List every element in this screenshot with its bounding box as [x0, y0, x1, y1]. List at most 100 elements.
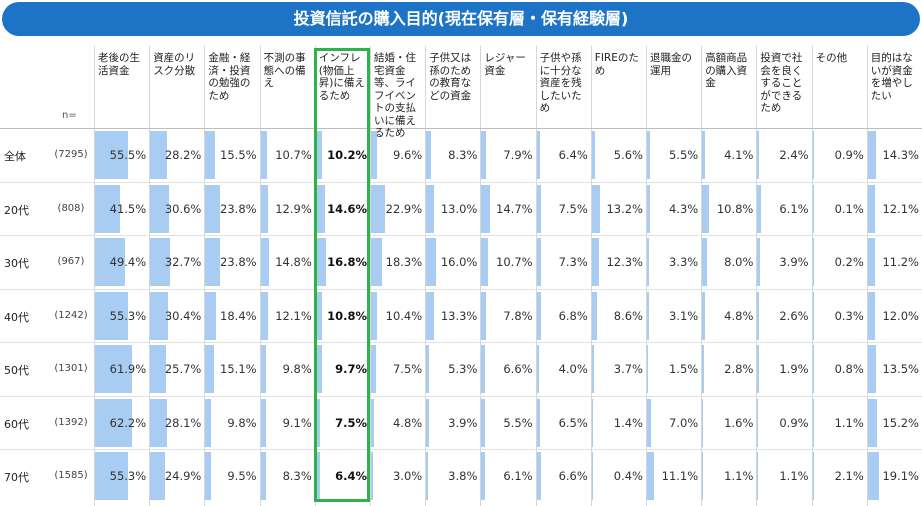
row-label: 70代: [4, 471, 29, 484]
cell-value: 7.3%: [558, 255, 588, 269]
cell-value: 0.4%: [613, 469, 643, 483]
cell-value: 13.0%: [440, 201, 478, 216]
value-bar: [371, 184, 385, 233]
cell-value: 62.2%: [109, 415, 147, 430]
cell-value: 4.0%: [558, 362, 588, 376]
cell-value: 14.7%: [496, 201, 533, 216]
value-bar: [757, 238, 760, 286]
value-bar: [702, 131, 705, 179]
cell-value: 2.4%: [779, 148, 809, 162]
value-bar: [867, 184, 876, 233]
value-bar: [205, 184, 220, 233]
value-bar: [757, 452, 759, 500]
cell-value: 25.7%: [164, 362, 202, 376]
cell-value: 6.4%: [335, 469, 367, 483]
row-sample-size: (1242): [54, 309, 88, 321]
cell-value: 12.1%: [882, 201, 919, 216]
value-bar: [591, 238, 600, 286]
column-divider: [259, 46, 261, 506]
value-bar: [95, 238, 125, 286]
cell-value: 12.9%: [275, 201, 312, 216]
chart-title: 投資信託の購入目的(現在保有層・保有経験層): [293, 9, 629, 28]
column-header: 資産のリスク分散: [153, 52, 196, 77]
cell-value: 4.1%: [724, 148, 754, 162]
column-header: FIREのため: [594, 52, 639, 77]
column-header: 退職金の運用: [650, 52, 692, 77]
value-bar: [812, 452, 814, 500]
value-bar: [812, 184, 814, 233]
value-bar: [481, 345, 486, 393]
value-bar: [95, 398, 133, 447]
cell-value: 0.9%: [834, 148, 864, 162]
cell-value: 7.8%: [503, 308, 533, 323]
value-bar: [371, 452, 373, 500]
cell-value: 0.8%: [834, 362, 864, 376]
value-bar: [371, 238, 382, 286]
cell-value: 7.5%: [335, 415, 367, 430]
header-divider: [0, 128, 922, 129]
value-bar: [757, 131, 759, 179]
value-bar: [260, 131, 267, 179]
cell-value: 30.6%: [164, 201, 202, 216]
column-divider: [866, 46, 868, 506]
value-bar: [757, 184, 762, 233]
row-label: 50代: [4, 364, 29, 377]
column-header: その他: [815, 52, 848, 64]
cell-value: 1.1%: [779, 469, 809, 483]
cell-value: 0.9%: [779, 415, 809, 430]
value-bar: [150, 398, 168, 447]
value-bar: [426, 398, 429, 447]
value-bar: [647, 184, 650, 233]
value-bar: [757, 345, 759, 393]
value-bar: [205, 398, 212, 447]
value-bar: [95, 452, 129, 500]
cell-value: 8.0%: [724, 255, 754, 269]
value-bar: [702, 291, 706, 340]
value-bar: [481, 291, 487, 340]
value-bar: [205, 291, 217, 340]
cell-value: 14.8%: [275, 255, 312, 269]
cell-value: 15.1%: [220, 362, 257, 376]
cell-value: 3.7%: [613, 362, 643, 376]
cell-value: 12.1%: [275, 308, 312, 323]
value-bar: [315, 291, 323, 340]
value-bar: [867, 452, 880, 500]
cell-value: 10.7%: [275, 148, 312, 162]
column-header: 目的はないが資金を増やしたい: [870, 52, 913, 102]
value-bar: [702, 452, 704, 500]
cell-value: 24.9%: [164, 469, 202, 483]
cell-value: 6.6%: [503, 362, 533, 376]
cell-value: 11.2%: [882, 255, 919, 269]
cell-value: 9.1%: [282, 415, 312, 430]
value-bar: [260, 291, 268, 340]
column-divider: [94, 46, 95, 506]
column-header: レジャー資金: [484, 52, 526, 77]
value-bar: [95, 184, 120, 233]
value-bar: [536, 184, 542, 233]
row-sample-size: (808): [57, 202, 85, 214]
row-divider: [0, 288, 922, 290]
value-bar: [95, 131, 129, 179]
cell-value: 23.8%: [220, 255, 257, 269]
cell-value: 28.1%: [164, 415, 202, 430]
cell-value: 8.3%: [282, 469, 312, 483]
cell-value: 49.4%: [109, 255, 147, 269]
value-bar: [315, 238, 326, 286]
cell-value: 1.4%: [613, 415, 643, 430]
cell-value: 2.1%: [834, 469, 864, 483]
cell-value: 5.6%: [613, 148, 643, 162]
row-divider: [0, 342, 922, 343]
value-bar: [867, 398, 877, 447]
row-divider: [0, 181, 922, 183]
column-header: 金融・経済・投資の勉強のため: [208, 52, 251, 102]
column-divider: [590, 46, 592, 506]
cell-value: 9.6%: [392, 148, 423, 162]
value-bar: [591, 184, 600, 233]
cell-value: 12.3%: [606, 255, 643, 269]
value-bar: [150, 452, 166, 500]
value-bar: [371, 345, 376, 393]
value-bar: [481, 452, 486, 500]
value-bar: [260, 238, 270, 286]
cell-value: 8.6%: [613, 308, 643, 323]
